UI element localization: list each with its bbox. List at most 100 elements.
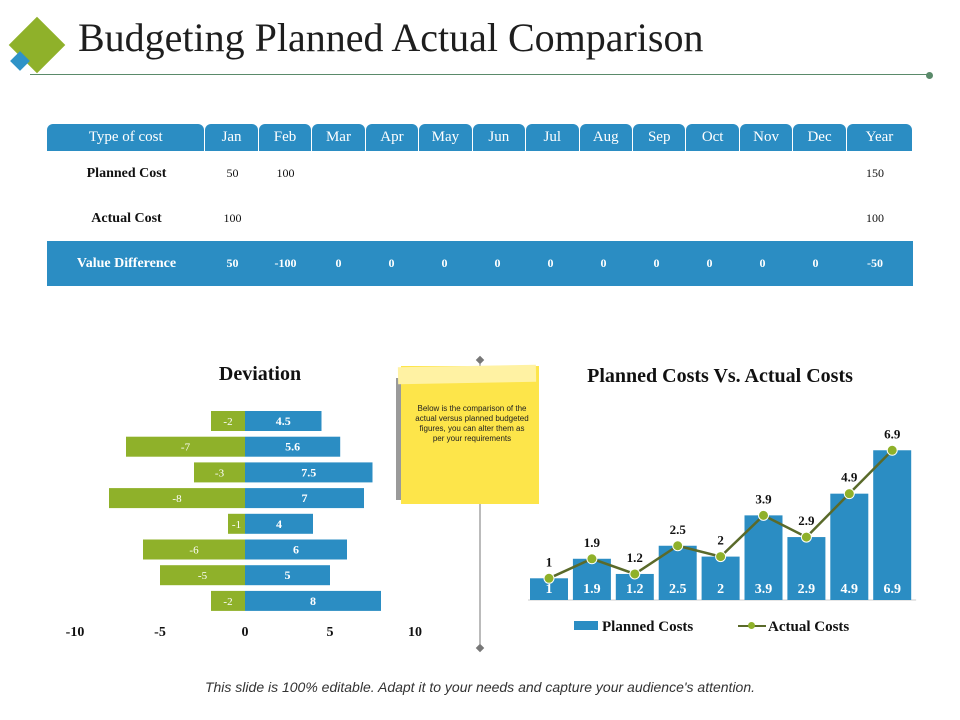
planned-cost-bar-label: 2.9 [798,582,816,597]
deviation-axis-tick: 0 [242,625,249,640]
deviation-bar-label: -6 [189,545,199,557]
table-cell: 0 [547,256,554,270]
deviation-bar-positive [245,590,381,611]
header-may: May [419,124,472,151]
table-cell: 0 [706,256,713,270]
actual-cost-point [715,551,727,563]
header-type: Type of cost [47,124,205,151]
legend-bar-swatch [574,621,598,630]
actual-cost-point-label: 1.2 [627,550,643,565]
legend-planned: Planned Costs [574,619,693,636]
table-cell: 0 [600,256,607,270]
deviation-bar-label: -2 [223,596,232,608]
planned-cost-bar-label: 2 [717,582,724,597]
planned-cost-bar-label: 1.9 [583,582,601,597]
legend-line-swatch [738,621,766,630]
deviation-bar-label: -2 [223,416,232,428]
deviation-bar-label: -3 [215,467,225,479]
header-nov: Nov [739,124,793,151]
table-cell: 50 [226,256,239,270]
actual-cost-point [629,568,641,580]
planned-cost-bar [873,450,912,600]
deviation-bar-label: 7 [302,491,308,505]
header-sep: Sep [632,124,686,151]
deviation-axis-tick: 10 [408,625,422,640]
table-cell: 0 [441,256,448,270]
planned-cost-bar-label: 1.2 [626,582,644,597]
planned-cost-bar [530,578,568,600]
deviation-axis-tick: -5 [154,625,166,640]
deviation-bar-positive [245,411,322,431]
actual-cost-point-label: 2 [717,533,724,548]
deviation-bar-positive [245,539,347,560]
deviation-bar-label: 6 [293,543,299,557]
table-row-actual: Actual Cost 100 100 [47,196,913,241]
deviation-bar-negative [143,539,245,560]
table-cell: 150 [866,166,884,180]
row-label: Actual Cost [91,210,162,226]
header-oct: Oct [686,124,739,151]
title-underline-dot [926,72,933,79]
legend-label-actual: Actual Costs [768,619,850,635]
table-cell: 0 [812,256,819,270]
deviation-bar-negative [211,590,245,611]
actual-cost-point [543,572,555,584]
table-row-planned: Planned Cost 50 100 150 [47,151,913,196]
table-row-difference: Value Difference 50 -100 0 0 0 0 0 0 0 0… [47,241,913,286]
header-jul: Jul [526,124,579,151]
header-feb: Feb [258,124,312,151]
sticky-note-text: Below is the comparison of the actual ve… [415,404,529,443]
header-dec: Dec [793,124,846,151]
table-cell: 0 [335,256,342,270]
deviation-bar-label: 5.6 [285,440,300,454]
actual-cost-point [672,540,684,552]
table-cell: 100 [223,211,242,225]
header-jun: Jun [472,124,526,151]
deviation-bar-label: 4.5 [276,414,291,428]
header-aug: Aug [579,124,632,151]
planned-cost-bar [701,556,740,600]
deviation-bar-positive [245,565,330,586]
actual-cost-point-label: 2.5 [670,522,687,537]
deviation-bar-label: 4 [276,517,282,531]
row-label: Value Difference [76,255,177,271]
header-year: Year [846,124,913,151]
actual-cost-point-label: 4.9 [841,470,858,485]
footer-note: This slide is 100% editable. Adapt it to… [204,679,756,695]
planned-actual-chart-title: Planned Costs Vs. Actual Costs [587,365,853,387]
planned-cost-bar-label: 3.9 [755,582,773,597]
deviation-bar-negative [109,488,245,509]
actual-cost-point-label: 6.9 [884,426,901,441]
row-label: Planned Cost [86,165,167,181]
title-underline [30,74,930,75]
deviation-bar-label: -1 [232,519,241,531]
deviation-axis-tick: 5 [327,625,334,640]
table-cell: 0 [494,256,501,270]
deviation-bar-positive [245,488,364,509]
actual-cost-point [843,488,855,500]
planned-cost-bar-label: 1 [546,582,553,597]
header-jan: Jan [205,124,258,151]
legend-actual: Actual Costs [738,619,849,636]
header-apr: Apr [365,124,419,151]
deviation-bar-label: -5 [198,570,208,582]
planned-cost-bar [830,493,869,600]
actual-cost-point [586,553,598,565]
header-mar: Mar [312,124,365,151]
deviation-bar-negative [194,462,245,483]
actual-cost-point-label: 3.9 [755,491,772,506]
actual-cost-point [886,444,898,456]
actual-cost-point [800,531,812,543]
table-cell: 0 [759,256,766,270]
deviation-bar-positive [245,436,341,457]
deviation-bar-label: 8 [310,594,316,608]
legend-label-planned: Planned Costs [602,619,694,635]
deviation-axis-tick: -10 [66,625,85,640]
deviation-bar-label: 7.5 [301,465,316,479]
table-header-row: Type of cost Jan Feb Mar Apr May Jun Jul… [47,124,913,151]
page-title: Budgeting Planned Actual Comparison [78,15,704,60]
deviation-bar-negative [160,565,245,586]
planned-cost-bar-label: 2.5 [669,582,687,597]
